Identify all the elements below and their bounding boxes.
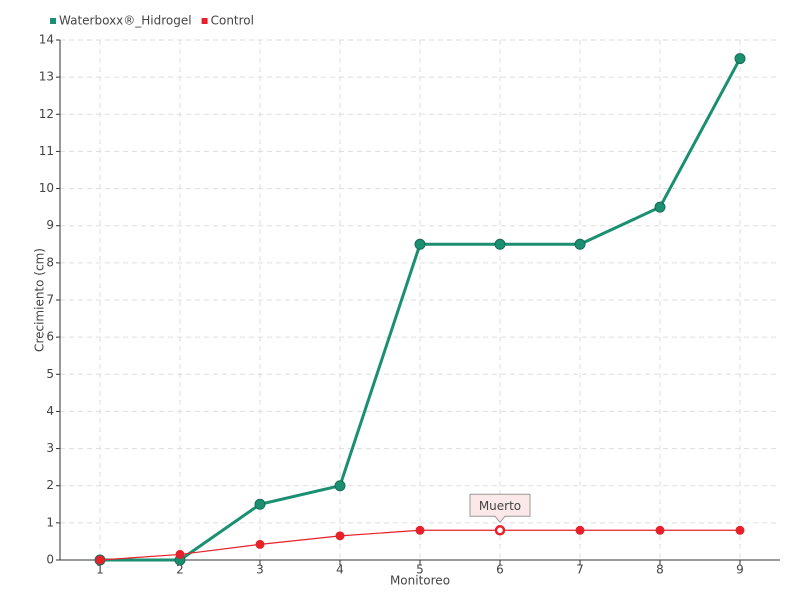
y-tick-label: 4	[46, 404, 54, 418]
data-point	[575, 525, 585, 535]
x-axis-label: Monitoreo	[390, 574, 450, 588]
data-point	[335, 531, 345, 541]
x-tick-label: 6	[496, 563, 504, 577]
data-point	[494, 238, 506, 250]
data-point	[655, 525, 665, 535]
x-tick-label: 4	[336, 563, 344, 577]
y-tick-label: 2	[46, 478, 54, 492]
data-point	[254, 498, 266, 510]
x-tick-label: 3	[256, 563, 264, 577]
legend-swatch	[50, 18, 56, 24]
legend-label: Control	[211, 14, 254, 28]
data-point	[735, 525, 745, 535]
x-tick-label: 2	[176, 563, 184, 577]
legend-label: Waterboxx®_Hidrogel	[59, 14, 192, 28]
y-tick-label: 1	[46, 515, 54, 529]
data-point	[95, 555, 105, 565]
data-point	[415, 525, 425, 535]
x-tick-label: 8	[656, 563, 664, 577]
y-axis-label: Crecimiento (cm)	[33, 248, 47, 352]
y-tick-label: 0	[46, 553, 54, 567]
legend-swatch	[201, 18, 208, 24]
data-point	[334, 480, 346, 492]
data-point	[574, 238, 586, 250]
annotation-box	[469, 493, 531, 524]
y-tick-label: 10	[39, 181, 54, 195]
y-tick-label: 14	[39, 33, 54, 47]
x-tick-label: 9	[736, 563, 744, 577]
y-tick-label: 3	[46, 441, 54, 455]
data-point	[414, 238, 426, 250]
y-tick-label: 7	[46, 293, 54, 307]
data-point	[734, 53, 746, 65]
data-point	[175, 549, 185, 559]
data-point	[654, 201, 666, 213]
annotation: Muerto	[469, 493, 531, 524]
x-tick-label: 5	[416, 563, 424, 577]
data-point	[255, 539, 265, 549]
y-tick-label: 9	[46, 218, 54, 232]
y-tick-label: 5	[46, 367, 54, 381]
y-tick-label: 12	[39, 107, 54, 121]
x-tick-label: 1	[96, 563, 104, 577]
y-tick-label: 13	[39, 70, 54, 84]
y-tick-label: 6	[46, 330, 54, 344]
y-tick-label: 8	[46, 255, 54, 269]
y-tick-label: 11	[39, 144, 54, 158]
data-point	[494, 525, 506, 536]
x-tick-label: 7	[576, 563, 584, 577]
annotation-text: Muerto	[479, 499, 521, 513]
